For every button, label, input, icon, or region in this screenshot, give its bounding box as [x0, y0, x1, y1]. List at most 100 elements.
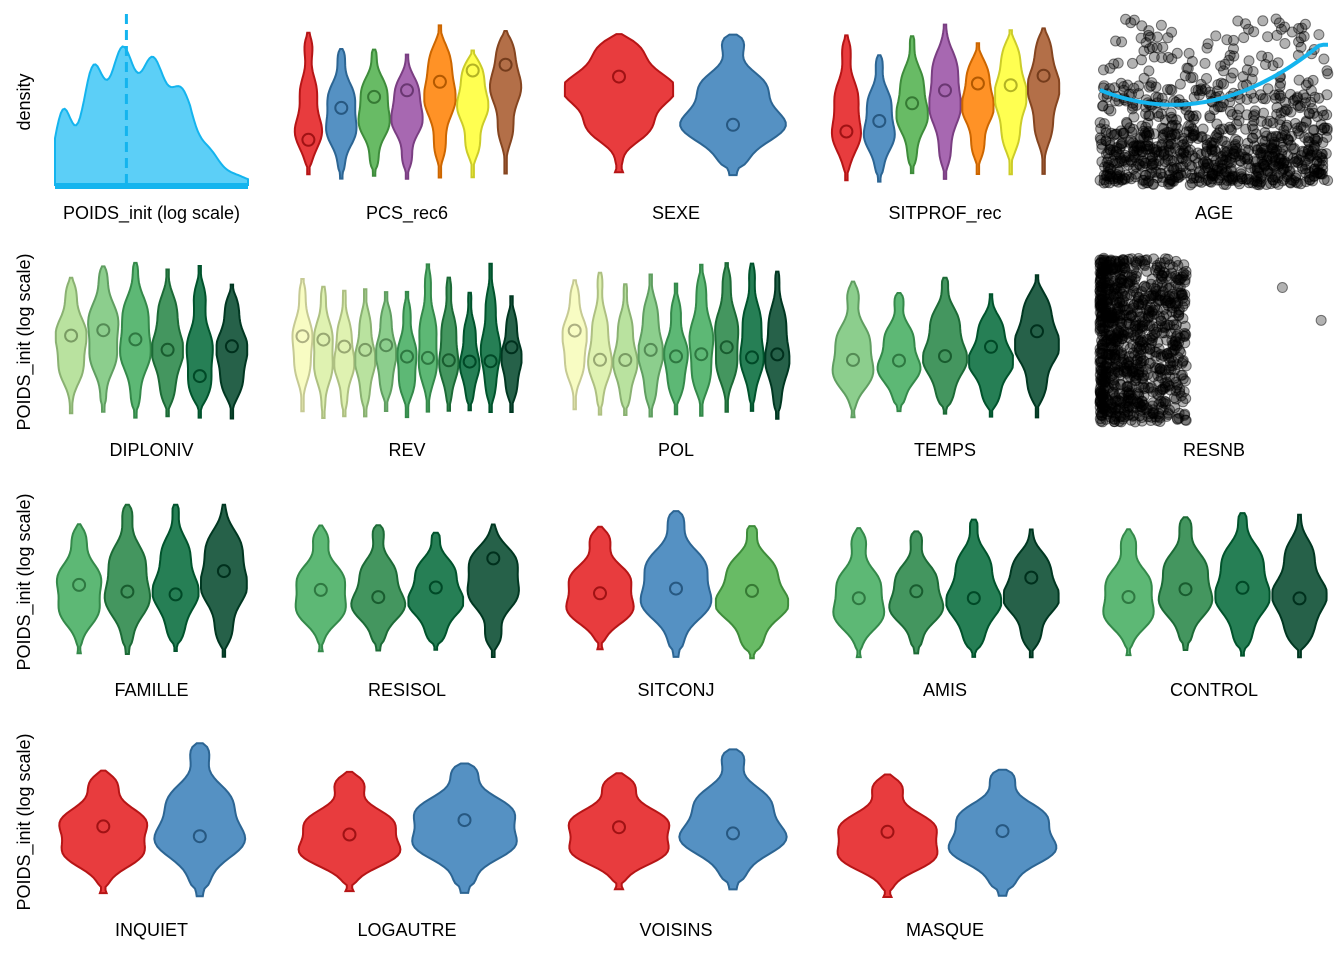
scatter-point	[1195, 83, 1207, 95]
scatter-point	[1166, 26, 1178, 38]
scatter-point	[1277, 175, 1289, 187]
median-point-temps-1	[846, 352, 860, 367]
density-area	[54, 45, 249, 186]
median-point-famille-3	[168, 587, 183, 602]
median-point-pol-8	[745, 350, 759, 365]
scatter-point	[1287, 143, 1299, 155]
scatter-point	[1153, 411, 1165, 422]
scatter-point	[1171, 47, 1183, 59]
scatter-point	[1288, 152, 1299, 164]
xlabel-amis: AMIS	[923, 680, 967, 700]
scatter-point	[1118, 154, 1130, 166]
scatter-point	[1143, 129, 1155, 141]
scatter-point	[1135, 357, 1147, 369]
scatter-point	[1243, 55, 1255, 67]
scatter-point	[1246, 132, 1258, 144]
scatter-point	[1278, 155, 1290, 167]
scatter-point	[1296, 150, 1307, 162]
scatter-point	[1313, 29, 1325, 41]
xlabel-temps: TEMPS	[914, 440, 976, 460]
violin-sexe-2	[679, 33, 787, 177]
violin-temps-5	[1014, 274, 1060, 419]
violin-diploniv-3	[119, 261, 152, 419]
violin-resisol-2	[350, 524, 407, 652]
median-point-logautre-2	[457, 813, 472, 828]
median-point-inquiet-2	[192, 829, 207, 844]
scatter-point	[1271, 102, 1283, 113]
scatter-point	[1286, 26, 1298, 38]
median-point-masque-2	[995, 824, 1010, 839]
scatter-point	[1173, 412, 1185, 424]
median-point-pcs-rec6-6	[465, 63, 480, 78]
scatter-point	[1127, 57, 1138, 69]
rug-band	[55, 183, 248, 189]
scatter-point	[1176, 288, 1188, 300]
scatter-point	[1169, 171, 1181, 183]
median-point-control-2	[1178, 582, 1193, 597]
scatter-point	[1098, 64, 1109, 76]
scatter-point	[1300, 176, 1312, 188]
scatter-point	[1130, 168, 1142, 180]
scatter-point	[1114, 395, 1126, 407]
median-point-rev-6	[400, 349, 414, 364]
median-point-pcs-rec6-2	[334, 100, 349, 115]
scatter-point	[1176, 271, 1188, 283]
violin-pcs-rec6-1	[293, 31, 324, 176]
violin-rev-2	[313, 285, 334, 419]
median-point-sitprof-rec-3	[905, 96, 920, 111]
violin-control-4	[1271, 513, 1328, 659]
scatter-point	[1178, 386, 1190, 398]
scatter-point	[1185, 132, 1197, 144]
median-point-temps-2	[892, 353, 906, 368]
scatter-point	[1134, 319, 1146, 331]
scatter-point	[1296, 160, 1308, 172]
scatter-point	[1146, 77, 1158, 89]
scatter-point	[1173, 171, 1185, 183]
scatter-point	[1267, 151, 1279, 163]
scatter-point	[1281, 104, 1293, 116]
scatter-point	[1227, 67, 1239, 79]
median-point-logautre-1	[342, 827, 357, 842]
median-point-diploniv-4	[160, 342, 175, 357]
scatter-point	[1114, 309, 1126, 321]
scatter-point	[1238, 32, 1250, 44]
scatter-point	[1096, 254, 1108, 266]
scatter-point	[1155, 362, 1167, 374]
median-point-pcs-rec6-5	[432, 74, 447, 89]
scatter-point	[1155, 315, 1167, 327]
scatter-point	[1156, 270, 1168, 282]
violin-sitprof-rec-7	[1027, 27, 1061, 175]
scatter-point	[1215, 77, 1227, 89]
panels: POIDS_init (log scale) PCS_rec6 SEXE SITPRO…	[54, 13, 1334, 940]
violin-pol-9	[764, 270, 791, 420]
median-point-sitconj-3	[745, 583, 759, 598]
median-point-sitprof-rec-4	[938, 83, 952, 98]
scatter-point	[1255, 176, 1267, 188]
scatter-point	[1139, 280, 1151, 292]
scatter-point	[1111, 303, 1123, 315]
scatter-point	[1096, 142, 1108, 154]
scatter-point	[1211, 118, 1223, 130]
median-point-diploniv-6	[224, 339, 239, 354]
scatter-point	[1109, 352, 1121, 364]
scatter-point	[1201, 73, 1212, 84]
smooth-line	[1099, 42, 1328, 107]
scatter-point	[1248, 26, 1260, 38]
scatter-point	[1166, 138, 1178, 150]
scatter-point	[1280, 121, 1292, 133]
violin-sitprof-rec-6	[994, 29, 1028, 176]
scatter-point	[1294, 102, 1306, 114]
scatter-point	[1129, 416, 1141, 428]
median-point-rev-10	[483, 354, 498, 369]
violin-masque-2	[947, 768, 1058, 897]
scatter-point	[1228, 34, 1239, 46]
median-point-rev-3	[337, 339, 352, 354]
scatter-point	[1096, 398, 1108, 410]
violin-temps-2	[876, 292, 922, 413]
median-point-resisol-3	[428, 580, 443, 595]
scatter-point	[1243, 23, 1254, 35]
scatter-point	[1295, 32, 1307, 44]
scatter-point	[1103, 103, 1115, 115]
violin-sitconj-2	[639, 510, 713, 658]
